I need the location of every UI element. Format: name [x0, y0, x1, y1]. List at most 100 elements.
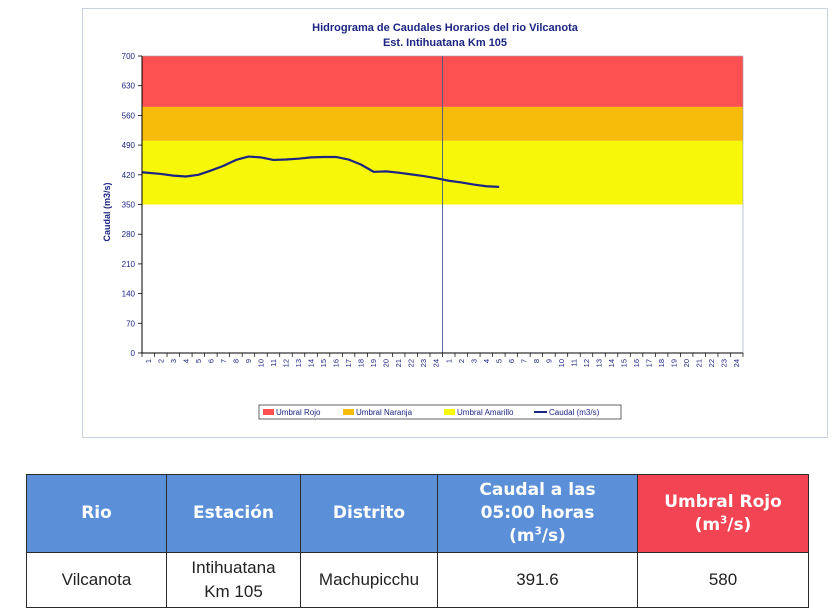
y-tick-label: 350	[122, 201, 136, 210]
table-header-row: Rio Estación Distrito Caudal a las 05:00…	[26, 474, 809, 553]
chart-legend: Umbral Rojo Umbral Naranja Umbral Amarillo…	[258, 404, 622, 420]
data-point	[260, 156, 262, 159]
data-point	[373, 171, 375, 173]
summary-table: Rio Estación Distrito Caudal a las 05:00…	[26, 474, 809, 608]
x-tick-label: 9	[244, 359, 253, 363]
x-tick-label: 14	[607, 359, 616, 367]
x-tick-label: 7	[219, 359, 228, 363]
data-point	[322, 156, 325, 158]
y-tick-label: 140	[122, 290, 136, 299]
x-tick-label: 17	[645, 359, 654, 367]
hydrograph-chart: 0 70 140 210 280 350 420 490 560 630 700 1 2 3 4 5 6 7 8 9 1…	[82, 8, 828, 438]
x-tick-label: 12	[281, 359, 290, 367]
x-tick-label: 2	[156, 359, 165, 363]
x-tick-label: 3	[469, 359, 478, 363]
y-tick-label: 420	[122, 171, 136, 180]
y-tick-label: 630	[122, 82, 136, 91]
data-point	[398, 172, 400, 174]
data-point	[235, 159, 237, 161]
data-point	[485, 185, 487, 187]
header-estacion: Estación	[166, 474, 301, 553]
cell-distrito: Machupicchu	[300, 552, 438, 608]
x-tick-label: 17	[344, 359, 353, 367]
data-point	[185, 175, 187, 178]
header-umbral-unit: (m3/s)	[694, 514, 752, 535]
x-tick-label: 23	[720, 359, 729, 367]
x-tick-label: 13	[595, 359, 604, 367]
legend-box	[258, 404, 622, 420]
x-tick-label: 15	[319, 359, 328, 367]
table-row: Vilcanota Intihuatana Km 105 Machupicchu …	[26, 552, 809, 608]
data-point	[498, 186, 500, 188]
data-point	[172, 175, 174, 177]
data-point	[448, 180, 450, 182]
header-rio: Rio	[26, 474, 167, 553]
x-tick-label: 23	[419, 359, 428, 367]
header-caudal-unit: (m3/s)	[509, 525, 566, 546]
x-tick-label: 4	[181, 359, 190, 363]
data-point	[310, 156, 312, 159]
x-tick-label: 11	[569, 359, 578, 367]
legend-label: Umbral Rojo	[276, 408, 321, 417]
chart-title: Hidrograma de Caudales Horarios del rio …	[312, 22, 579, 34]
data-point	[247, 155, 250, 158]
x-tick-label: 15	[620, 359, 629, 367]
data-point	[197, 174, 199, 176]
x-tick-label: 11	[269, 359, 278, 367]
header-caudal-line1: Caudal a las	[479, 480, 596, 501]
header-caudal-line2: 05:00 horas	[480, 503, 595, 524]
x-tick-label: 5	[494, 359, 503, 363]
x-tick-label: 20	[682, 359, 691, 367]
legend-label: Umbral Amarillo	[457, 408, 514, 417]
data-point	[347, 158, 350, 161]
header-distrito: Distrito	[300, 474, 438, 553]
x-tick-label: 21	[394, 359, 403, 367]
header-caudal: Caudal a las 05:00 horas (m3/s)	[437, 474, 638, 553]
x-tick-label: 10	[256, 359, 265, 367]
x-tick-label: 12	[582, 359, 591, 367]
x-tick-label: 6	[206, 359, 215, 363]
y-tick-label: 210	[122, 260, 136, 269]
x-tick-label: 8	[532, 359, 541, 363]
x-tick-label: 16	[332, 359, 341, 367]
legend-swatch	[343, 409, 354, 415]
x-tick-label: 24	[432, 359, 441, 367]
x-tick-label: 6	[507, 359, 516, 363]
x-tick-label: 9	[544, 359, 553, 363]
summary-table-wrap: Rio Estación Distrito Caudal a las 05:00…	[26, 474, 809, 608]
y-tick-label: 490	[122, 141, 136, 150]
data-point	[360, 164, 362, 166]
x-tick-label: 24	[732, 359, 741, 367]
x-tick-label: 22	[407, 359, 416, 367]
data-point	[297, 158, 300, 160]
x-tick-label: 7	[519, 359, 528, 363]
data-point	[410, 173, 412, 175]
x-tick-label: 20	[382, 359, 391, 367]
legend-label: Umbral Naranja	[356, 408, 413, 417]
x-tick-label: 18	[357, 359, 366, 367]
cell-umbral: 580	[637, 552, 809, 608]
x-tick-label: 21	[695, 359, 704, 367]
y-tick-label: 70	[126, 319, 135, 328]
data-point	[160, 173, 162, 175]
data-point	[272, 159, 275, 161]
data-point	[435, 177, 437, 179]
x-tick-label: 19	[670, 359, 679, 367]
y-tick-label: 700	[122, 52, 136, 61]
x-tick-label: 2	[457, 359, 466, 363]
x-tick-label: 18	[657, 359, 666, 367]
x-tick-label: 4	[482, 359, 491, 363]
cell-caudal: 391.6	[437, 552, 638, 608]
x-tick-label: 14	[307, 359, 316, 367]
x-tick-label: 5	[194, 359, 203, 363]
data-point	[335, 156, 337, 158]
data-point	[423, 175, 425, 177]
x-tick-label: 13	[294, 359, 303, 367]
x-tick-label: 22	[707, 359, 716, 367]
data-point	[285, 158, 287, 161]
x-tick-label: 1	[144, 359, 153, 363]
x-tick-label: 19	[369, 359, 378, 367]
header-umbral-line1: Umbral Rojo	[664, 491, 782, 512]
legend-label: Caudal (m3/s)	[549, 408, 600, 417]
